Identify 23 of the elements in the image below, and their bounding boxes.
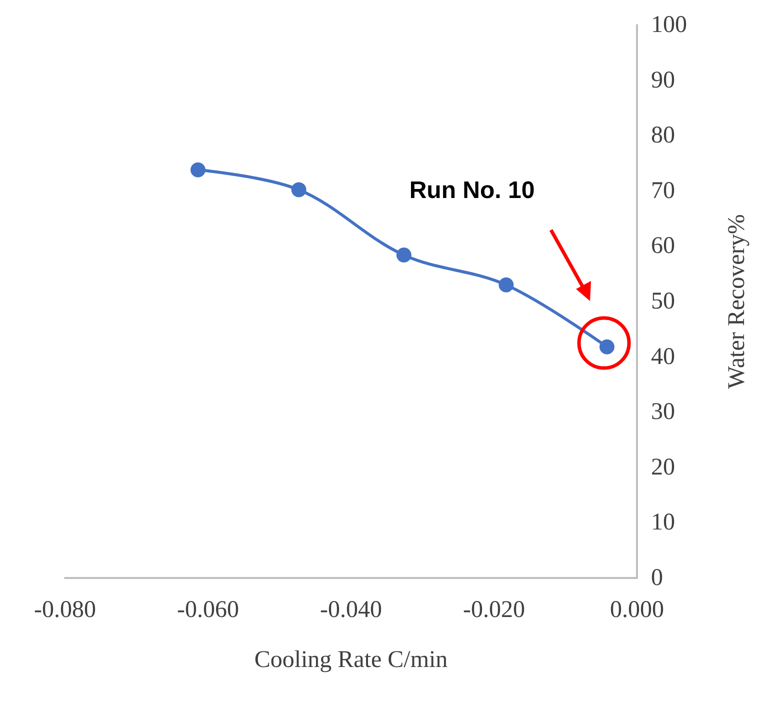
y-tick-label: 40 <box>651 344 675 370</box>
point <box>291 182 306 198</box>
y-tick-label: 70 <box>651 178 675 204</box>
x-tick-label: 0.000 <box>610 597 664 623</box>
point <box>396 248 412 263</box>
x-tick-label: -0.080 <box>34 597 96 623</box>
y-tick-label: 0 <box>651 565 663 591</box>
x-tick-label: -0.020 <box>463 597 525 623</box>
y-axis-title: Water Recovery% <box>724 214 750 389</box>
y-tick-label: 20 <box>651 454 675 480</box>
y-tick-label: 100 <box>651 12 687 38</box>
x-tick-label: -0.060 <box>177 597 239 623</box>
y-tick-label: 80 <box>651 122 675 149</box>
y-tick-label: 10 <box>651 510 675 536</box>
point <box>498 277 514 292</box>
point <box>190 162 206 178</box>
y-tick-label: 90 <box>651 67 675 94</box>
x-tick-label: -0.040 <box>320 597 382 623</box>
x-axis-title: Cooling Rate C/min <box>254 647 448 673</box>
annotation: Run No. 10 <box>409 177 535 204</box>
y-tick-label: 50 <box>651 288 675 314</box>
y-tick-label: 60 <box>651 233 675 260</box>
y-tick-label: 30 <box>651 399 675 426</box>
